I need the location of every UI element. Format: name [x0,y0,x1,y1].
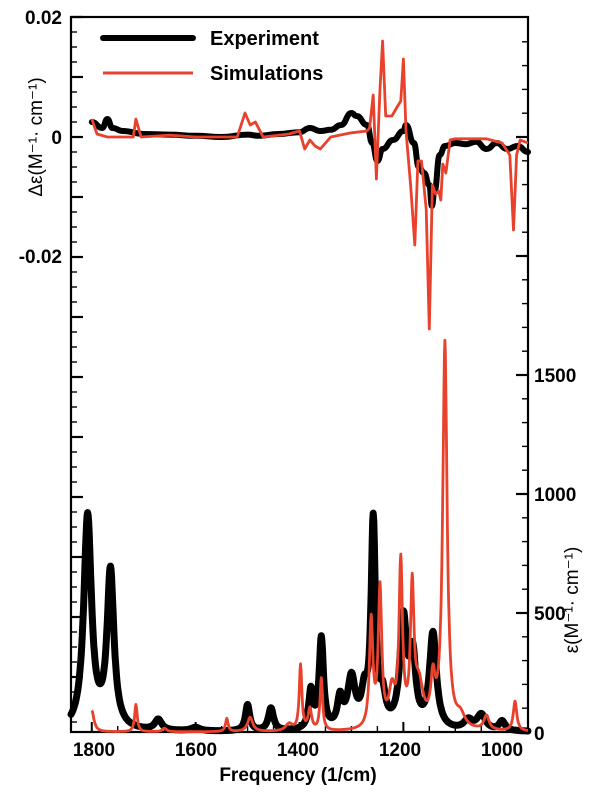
ir-simulation-curve [90,338,529,734]
right-tick-0: 0 [534,724,545,745]
right-axis-title: ε(M⁻¹· cm⁻¹) [562,547,583,654]
axis-ticks [71,15,528,734]
right-tick-500: 500 [534,604,566,625]
ir-experiment-curve [67,509,532,735]
right-tick-1000: 1000 [534,485,576,506]
vcd-simulation-curve [90,39,529,331]
vcd-panel [88,39,531,331]
legend-experiment-label: Experiment [210,28,319,50]
legend-simulations-label: Simulations [210,63,323,85]
vcd-experiment-curve [88,110,531,209]
plot-frame [69,15,530,734]
left-axis-title: Δε(M⁻¹· cm⁻¹) [26,77,47,196]
left-tick-0.02: 0.02 [25,8,62,29]
bottom-tick-1800: 1800 [73,740,115,761]
left-tick-neg0.02: -0.02 [19,247,62,268]
x-axis-title: Frequency (1/cm) [219,765,376,786]
bottom-tick-1400: 1400 [277,740,319,761]
bottom-tick-1000: 1000 [481,740,523,761]
left-tick-0: 0 [51,128,62,149]
legend: Experiment Simulations [100,28,323,85]
right-tick-1500: 1500 [534,366,576,387]
ir-panel [67,338,532,735]
bottom-tick-1200: 1200 [379,740,421,761]
bottom-tick-1600: 1600 [175,740,217,761]
